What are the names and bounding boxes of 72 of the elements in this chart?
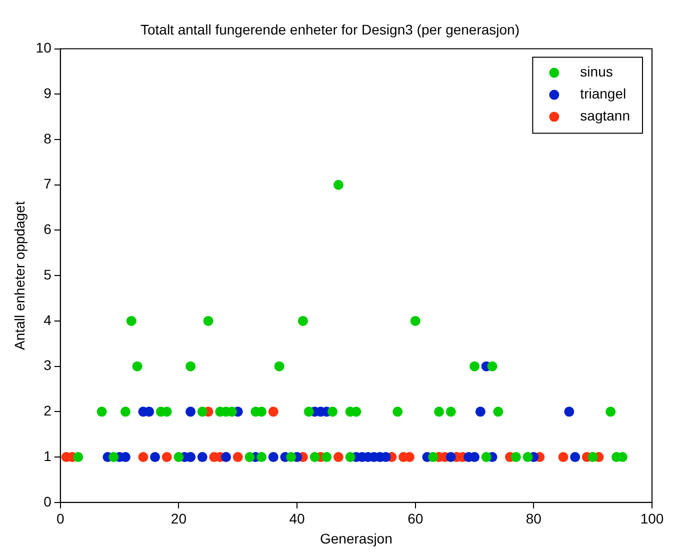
point — [108, 452, 119, 462]
point — [268, 406, 278, 417]
point — [333, 452, 344, 462]
point — [298, 316, 308, 326]
point — [522, 452, 533, 462]
point — [186, 361, 196, 372]
point — [186, 406, 196, 417]
legend-label: triangel — [580, 86, 626, 102]
chart-title: Totalt antall fungerende enheter for Design3 (per generasjon) — [140, 21, 520, 38]
y-tick-label: 3 — [44, 357, 52, 374]
y-tick-label: 0 — [44, 493, 52, 510]
y-tick-label: 2 — [44, 402, 52, 419]
x-tick-label: 60 — [408, 510, 424, 527]
point — [333, 180, 344, 190]
point — [428, 452, 438, 462]
point — [132, 361, 142, 372]
y-tick-label: 10 — [36, 40, 52, 56]
point — [434, 406, 444, 417]
y-tick-label: 7 — [44, 176, 52, 192]
point — [126, 316, 136, 326]
point — [197, 406, 208, 417]
point — [446, 406, 456, 417]
y-tick-label: 8 — [44, 130, 52, 146]
y-tick-label: 5 — [44, 266, 52, 282]
point — [162, 452, 172, 462]
y-tick-label: 1 — [44, 448, 52, 464]
point — [120, 406, 130, 417]
point — [328, 406, 338, 417]
point — [470, 361, 480, 372]
point — [345, 452, 356, 462]
point — [475, 406, 486, 417]
x-tick-label: 0 — [56, 510, 64, 527]
x-tick-label: 40 — [289, 510, 306, 527]
point — [244, 452, 255, 462]
y-tick-label: 4 — [44, 312, 52, 328]
point — [481, 452, 492, 462]
x-tick-label: 80 — [526, 510, 542, 527]
point — [232, 452, 243, 462]
legend-label: sinus — [580, 64, 613, 80]
point — [274, 361, 284, 372]
point — [256, 452, 267, 462]
point — [570, 452, 580, 462]
point — [588, 452, 598, 462]
point — [174, 452, 184, 462]
point — [322, 452, 332, 462]
y-axis-title: Antall enheter oppdaget — [11, 201, 28, 350]
point — [286, 452, 296, 462]
point — [304, 406, 314, 417]
point — [197, 452, 208, 462]
x-tick-label: 20 — [170, 510, 187, 527]
point — [221, 452, 232, 462]
x-tick-label: 100 — [640, 510, 664, 527]
point — [150, 452, 160, 462]
point — [558, 452, 568, 462]
point — [310, 452, 320, 462]
x-axis-title: Generasjon — [320, 530, 392, 546]
point — [606, 406, 616, 417]
point — [392, 406, 403, 417]
point — [510, 452, 521, 462]
y-tick-label: 9 — [44, 85, 52, 102]
point — [487, 361, 498, 372]
y-tick-label: 6 — [44, 221, 52, 238]
legend-label: sagtann — [580, 108, 630, 124]
point — [493, 406, 504, 417]
point — [564, 406, 574, 417]
point — [410, 316, 420, 326]
point — [446, 452, 456, 462]
point — [96, 406, 107, 417]
point — [203, 316, 214, 326]
point — [73, 452, 84, 462]
point — [138, 452, 148, 462]
point — [268, 452, 278, 462]
